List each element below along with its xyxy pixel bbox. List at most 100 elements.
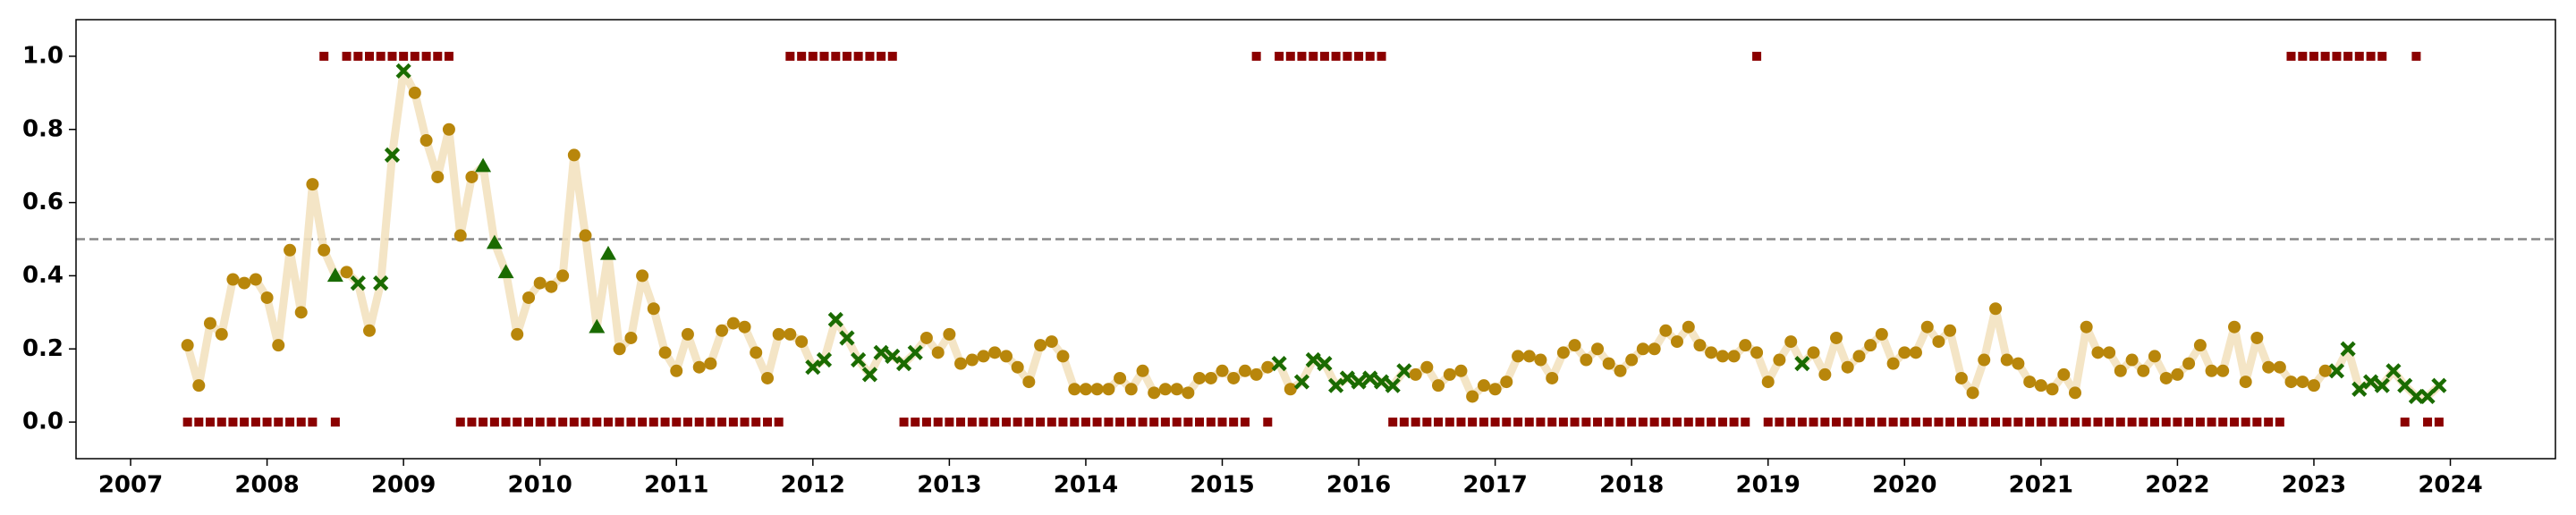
x-tick-label: 2016 xyxy=(1326,472,1391,499)
circle-marker xyxy=(1409,367,1422,381)
square-marker xyxy=(296,418,306,427)
x-marker xyxy=(384,147,401,163)
circle-marker xyxy=(2080,320,2093,333)
square-marker xyxy=(1104,418,1114,427)
square-marker xyxy=(479,418,488,427)
circle-marker xyxy=(318,243,331,257)
square-marker xyxy=(1024,418,1034,427)
square-marker xyxy=(808,51,818,61)
circle-marker xyxy=(1102,383,1115,396)
x-tick-label: 2014 xyxy=(1054,472,1118,499)
square-marker xyxy=(1172,418,1182,427)
square-marker xyxy=(1001,418,1011,427)
circle-marker xyxy=(2296,376,2309,389)
square-marker xyxy=(1058,418,1068,427)
circle-marker xyxy=(1522,350,1536,363)
square-marker xyxy=(2036,418,2046,427)
circle-marker xyxy=(750,346,763,359)
circle-marker xyxy=(1807,346,1820,359)
square-marker xyxy=(1945,418,1955,427)
square-marker xyxy=(2309,51,2318,61)
square-marker xyxy=(524,418,534,427)
square-marker xyxy=(2343,51,2353,61)
circle-marker xyxy=(2046,383,2059,396)
circle-marker xyxy=(636,269,649,283)
triangle-marker xyxy=(475,157,492,173)
square-marker xyxy=(1763,418,1773,427)
circle-marker xyxy=(1693,339,1707,352)
circle-marker xyxy=(1500,376,1513,389)
square-marker xyxy=(1900,418,1910,427)
circle-marker xyxy=(716,324,729,337)
x-tick-label: 2024 xyxy=(2418,472,2482,499)
x-marker xyxy=(1396,363,1412,379)
square-marker xyxy=(672,418,682,427)
x-tick-label: 2018 xyxy=(1599,472,1664,499)
triangle-marker xyxy=(589,318,606,333)
square-marker xyxy=(182,418,192,427)
square-marker xyxy=(853,51,863,61)
square-marker xyxy=(342,51,352,61)
square-marker xyxy=(1888,418,1898,427)
square-marker xyxy=(1627,418,1637,427)
square-marker xyxy=(648,418,658,427)
x-marker xyxy=(1271,356,1287,372)
square-marker xyxy=(250,418,260,427)
x-marker xyxy=(2431,377,2447,393)
square-marker xyxy=(1263,418,1273,427)
x-marker xyxy=(1305,351,1321,368)
square-marker xyxy=(1365,51,1375,61)
circle-marker xyxy=(1932,335,1945,349)
x-marker xyxy=(861,367,878,383)
circle-marker xyxy=(1944,324,1957,337)
square-marker xyxy=(1717,418,1727,427)
x-tick-label: 2023 xyxy=(2282,472,2346,499)
circle-marker xyxy=(2148,350,2161,363)
circle-marker xyxy=(692,360,706,374)
circle-marker xyxy=(306,178,319,191)
square-marker xyxy=(1956,418,1966,427)
y-tick-label: 0.2 xyxy=(22,335,64,362)
circle-marker xyxy=(1920,320,1934,333)
circle-marker xyxy=(1739,339,1752,352)
x-marker xyxy=(885,348,901,365)
x-marker xyxy=(873,344,889,360)
square-marker xyxy=(1433,418,1443,427)
circle-marker xyxy=(1659,324,1673,337)
circle-marker xyxy=(1216,364,1229,377)
x-marker xyxy=(895,356,912,372)
square-marker xyxy=(1547,418,1557,427)
y-tick-label: 1.0 xyxy=(22,42,64,69)
square-marker xyxy=(1343,51,1352,61)
circle-marker xyxy=(1114,371,1127,384)
circle-marker xyxy=(1045,335,1058,349)
circle-marker xyxy=(1466,390,1479,403)
square-marker xyxy=(728,418,738,427)
square-marker xyxy=(1843,418,1852,427)
circle-marker xyxy=(1068,383,1081,396)
circle-marker xyxy=(738,320,751,333)
square-marker xyxy=(1217,418,1227,427)
square-marker xyxy=(2218,418,2228,427)
circle-marker xyxy=(1250,367,1263,381)
square-marker xyxy=(2230,418,2240,427)
square-marker xyxy=(887,51,897,61)
square-marker xyxy=(1479,418,1488,427)
x-marker xyxy=(805,359,821,376)
square-marker xyxy=(399,51,409,61)
square-marker xyxy=(717,418,727,427)
square-marker xyxy=(2047,418,2057,427)
circle-marker xyxy=(1761,376,1775,389)
circle-marker xyxy=(2193,339,2207,352)
circle-marker xyxy=(1591,342,1605,356)
square-marker xyxy=(1866,418,1876,427)
square-marker xyxy=(1149,418,1159,427)
circle-marker xyxy=(2159,371,2173,384)
square-marker xyxy=(1797,418,1807,427)
circle-marker xyxy=(1261,360,1275,374)
square-marker xyxy=(842,51,852,61)
circle-marker xyxy=(556,269,570,283)
square-marker xyxy=(274,418,284,427)
circle-marker xyxy=(2000,353,2013,367)
square-marker xyxy=(467,418,477,427)
